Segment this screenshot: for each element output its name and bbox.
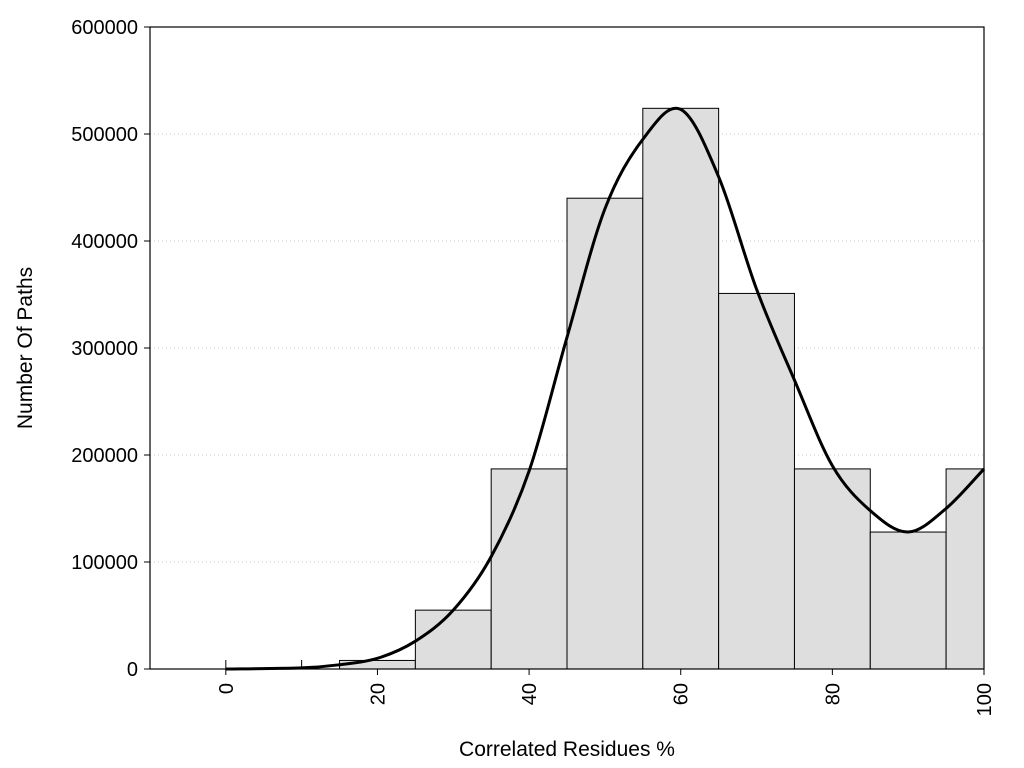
- y-tick-label: 300000: [71, 338, 138, 360]
- x-tick-label: 20: [367, 683, 389, 705]
- x-tick-label: 40: [519, 683, 541, 705]
- x-tick-label: 0: [216, 683, 238, 694]
- y-axis-label: Number Of Paths: [14, 267, 37, 429]
- y-axis-ticks: 0 100000 200000 300000 400000 500000 600000: [71, 17, 150, 681]
- bar: [566, 197, 644, 670]
- bar: [945, 468, 985, 670]
- density-curve: [225, 106, 986, 671]
- y-tick-label: 200000: [71, 445, 138, 467]
- y-tick-label: 100000: [71, 552, 138, 574]
- bar: [642, 107, 720, 670]
- bar: [869, 531, 947, 670]
- bar: [793, 468, 871, 670]
- x-axis-ticks: 0 20 40 60 80 100: [216, 669, 996, 716]
- y-tick-label: 600000: [71, 17, 138, 39]
- x-axis-label: Correlated Residues %: [459, 738, 675, 761]
- y-tick-label: 0: [127, 659, 138, 681]
- x-tick-label: 60: [671, 683, 693, 705]
- y-tick-label: 500000: [71, 124, 138, 146]
- bar: [718, 292, 795, 670]
- bar: [490, 468, 568, 670]
- x-tick-label: 100: [974, 683, 996, 716]
- bars: [225, 107, 985, 670]
- x-tick-label: 80: [822, 683, 844, 705]
- y-tick-label: 400000: [71, 231, 138, 253]
- curve-line: [225, 106, 986, 671]
- bar: [414, 609, 492, 670]
